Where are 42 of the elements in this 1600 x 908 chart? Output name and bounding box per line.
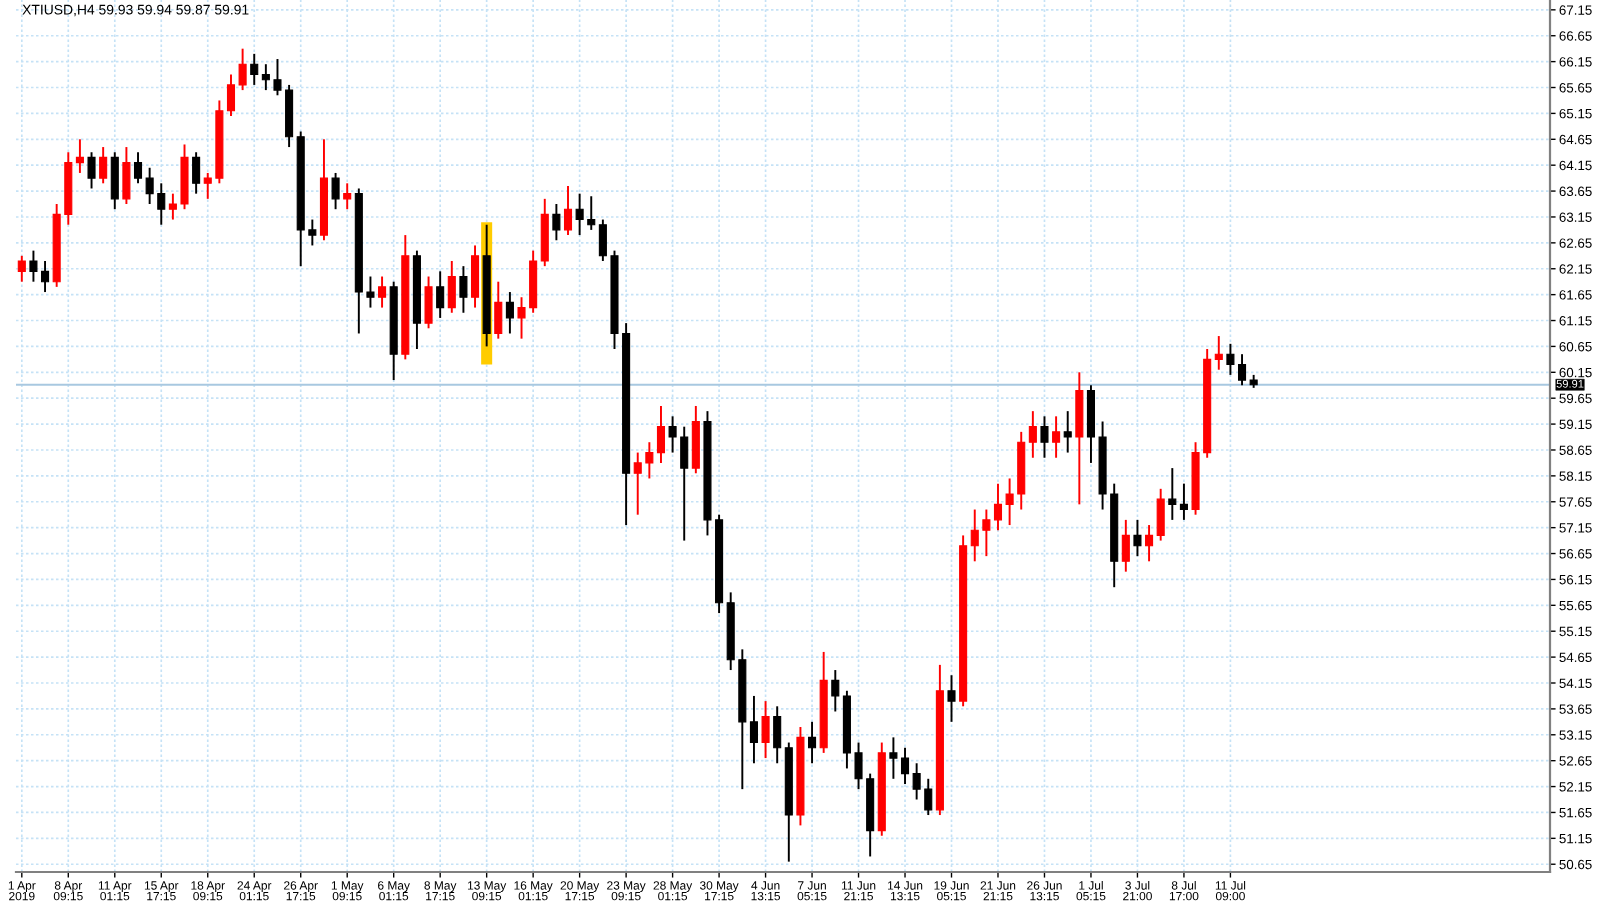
candlestick (1179, 482, 1188, 521)
candlestick (1052, 415, 1061, 459)
candlestick (133, 151, 143, 185)
candlestick (331, 171, 340, 211)
candlestick (563, 184, 573, 237)
candlestick (749, 694, 758, 765)
candlestick (947, 674, 956, 723)
candlestick (761, 700, 770, 760)
candlestick (1145, 524, 1154, 563)
candlestick (122, 146, 131, 205)
candlestick (808, 720, 817, 765)
candlestick (424, 275, 433, 330)
candlestick (552, 203, 561, 242)
candlestick (1075, 371, 1084, 506)
candlestick (250, 52, 259, 86)
candlestick (1028, 410, 1037, 459)
candlestick (494, 280, 503, 340)
candlestick (505, 291, 514, 335)
candlestick (1063, 410, 1072, 454)
candlestick (459, 265, 468, 314)
candlestick (1156, 487, 1165, 542)
candlestick (1214, 335, 1223, 371)
candlestick (447, 260, 456, 314)
candlestick (831, 669, 840, 713)
candlestick (1040, 415, 1049, 459)
candlestick (378, 275, 387, 309)
candlestick (1133, 518, 1142, 558)
candlestick (470, 244, 480, 309)
candlestick (17, 254, 26, 283)
candlestick (436, 270, 445, 319)
candlestick (1168, 467, 1177, 521)
candlestick (691, 405, 700, 475)
candlestick (773, 705, 782, 765)
candlestick (343, 182, 352, 211)
candlestick (192, 151, 201, 195)
candlestick (1121, 518, 1130, 573)
candlestick (75, 138, 84, 174)
candlestick (656, 405, 666, 464)
candlestick (87, 151, 96, 190)
candlestick (110, 151, 119, 211)
candlestick (540, 197, 549, 268)
candlestick (99, 146, 108, 185)
